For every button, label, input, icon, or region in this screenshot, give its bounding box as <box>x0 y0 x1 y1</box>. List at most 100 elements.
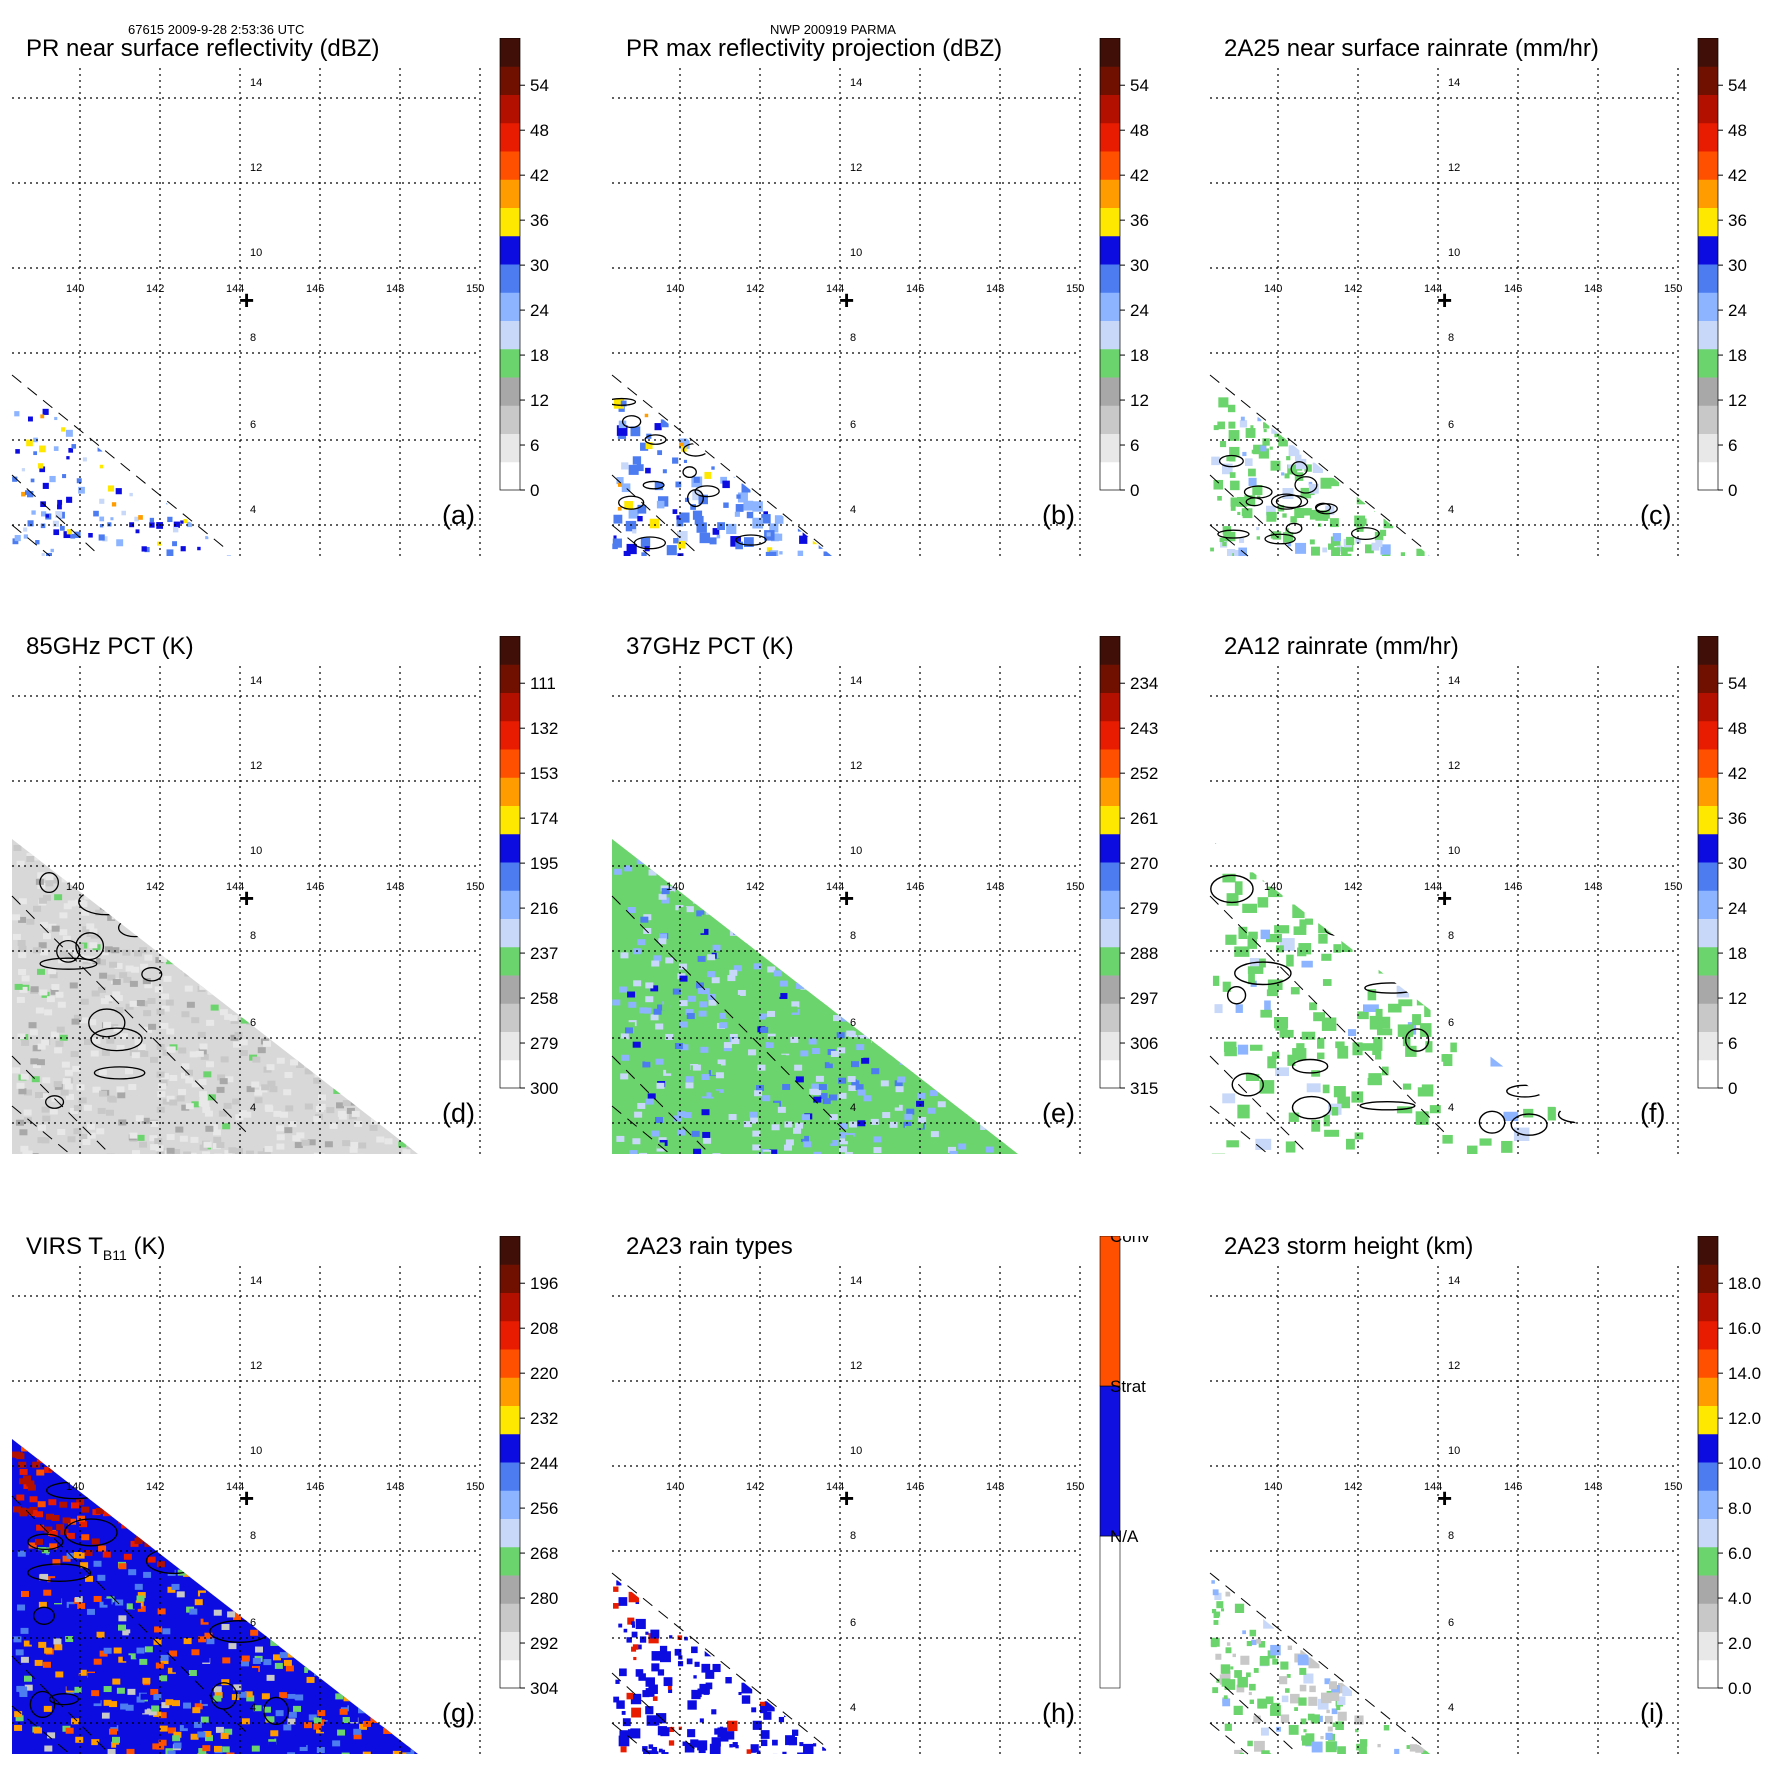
data-pixel <box>845 1135 854 1142</box>
data-pixel <box>628 1001 637 1008</box>
lat-tick-label: 12 <box>1448 1360 1460 1372</box>
data-pixel <box>118 1119 127 1126</box>
data-pixel <box>1217 495 1222 501</box>
data-pixel <box>103 1580 112 1587</box>
data-pixel <box>212 901 221 908</box>
data-pixel <box>325 1615 334 1622</box>
data-pixel <box>321 1628 330 1635</box>
data-pixel <box>60 1089 69 1096</box>
data-pixel <box>1024 959 1032 965</box>
data-pixel <box>1594 965 1605 976</box>
data-pixel <box>712 888 721 895</box>
data-pixel <box>958 1143 967 1150</box>
data-pixel <box>325 1604 334 1611</box>
data-pixel <box>358 1627 367 1634</box>
data-pixel <box>1543 1030 1551 1039</box>
data-pixel <box>1211 1153 1225 1154</box>
data-pixel <box>400 938 409 945</box>
data-pixel <box>167 1586 176 1593</box>
colorbar-tick-label: 16.0 <box>1728 1319 1761 1338</box>
colorbar-segment <box>1100 461 1120 491</box>
data-pixel <box>1402 1083 1412 1090</box>
data-pixel <box>426 849 434 855</box>
data-pixel <box>779 993 788 1000</box>
data-pixel <box>695 869 704 876</box>
data-pixel <box>225 1593 234 1600</box>
data-pixel <box>639 1007 648 1014</box>
lon-tick-label: 142 <box>146 283 164 295</box>
panel-label: (h) <box>1042 1698 1075 1728</box>
contour <box>694 485 720 498</box>
data-pixel <box>416 1481 418 1488</box>
data-pixel <box>49 1543 58 1550</box>
data-pixel <box>865 886 874 893</box>
swath-edge-line <box>1209 1105 1269 1155</box>
colorbar-segment <box>500 320 520 350</box>
data-pixel <box>616 912 625 919</box>
data-pixel <box>647 1093 656 1100</box>
data-pixel <box>272 1156 280 1162</box>
data-pixel <box>278 922 287 929</box>
data-pixel <box>691 1088 700 1095</box>
data-pixel <box>701 1663 711 1673</box>
data-pixel <box>908 1139 917 1146</box>
data-pixel <box>287 1693 296 1700</box>
data-pixel <box>284 874 293 881</box>
data-pixel <box>307 1024 316 1031</box>
data-pixel <box>1298 1697 1307 1706</box>
data-pixel <box>211 839 220 844</box>
data-pixel <box>1261 1750 1270 1754</box>
data-pixel <box>676 991 685 998</box>
data-pixel <box>164 1512 173 1519</box>
data-pixel <box>322 959 331 966</box>
lat-tick-label: 4 <box>1448 1102 1454 1114</box>
colorbar-segment <box>1100 805 1120 835</box>
data-pixel <box>188 1516 197 1523</box>
data-pixel <box>699 1718 704 1723</box>
data-pixel <box>1300 1718 1307 1725</box>
contour <box>39 872 59 894</box>
data-pixel <box>1276 945 1284 953</box>
data-pixel <box>53 1081 62 1088</box>
data-pixel <box>99 972 108 979</box>
data-pixel <box>894 951 903 958</box>
data-pixel <box>50 1031 59 1038</box>
data-pixel <box>1533 1049 1548 1060</box>
colorbar-segment <box>1698 720 1718 750</box>
data-pixel <box>238 1691 247 1698</box>
data-pixel <box>430 1024 438 1030</box>
data-pixel <box>23 1640 32 1647</box>
data-pixel <box>631 1631 638 1638</box>
data-pixel <box>32 1461 41 1468</box>
data-pixel <box>945 895 954 902</box>
data-pixel <box>342 1717 351 1724</box>
data-pixel <box>778 962 787 969</box>
data-pixel <box>838 1077 847 1084</box>
data-pixel <box>738 893 762 909</box>
data-pixel <box>618 1038 627 1045</box>
data-pixel <box>867 966 876 973</box>
data-pixel <box>62 935 71 942</box>
data-pixel <box>55 1671 64 1678</box>
swath-edge-line <box>611 1572 826 1747</box>
data-pixel <box>662 1004 671 1011</box>
data-pixel <box>1331 1708 1338 1715</box>
data-pixel <box>345 1004 354 1011</box>
data-pixel <box>720 1733 729 1742</box>
data-pixel <box>345 961 354 968</box>
data-pixel <box>33 1727 42 1734</box>
data-pixel <box>224 1728 233 1735</box>
data-pixel <box>321 1690 330 1697</box>
lat-tick-label: 8 <box>1448 1530 1454 1542</box>
data-pixel <box>203 1616 212 1623</box>
data-pixel <box>661 1749 666 1754</box>
data-pixel <box>39 989 48 996</box>
data-pixel <box>96 1128 105 1135</box>
data-pixel <box>229 1566 238 1573</box>
data-pixel <box>314 1071 323 1078</box>
data-pixel <box>769 869 778 876</box>
data-pixel <box>288 1711 297 1718</box>
data-pixel <box>194 1573 203 1580</box>
data-pixel <box>1009 1114 1018 1121</box>
data-pixel <box>964 1038 973 1045</box>
